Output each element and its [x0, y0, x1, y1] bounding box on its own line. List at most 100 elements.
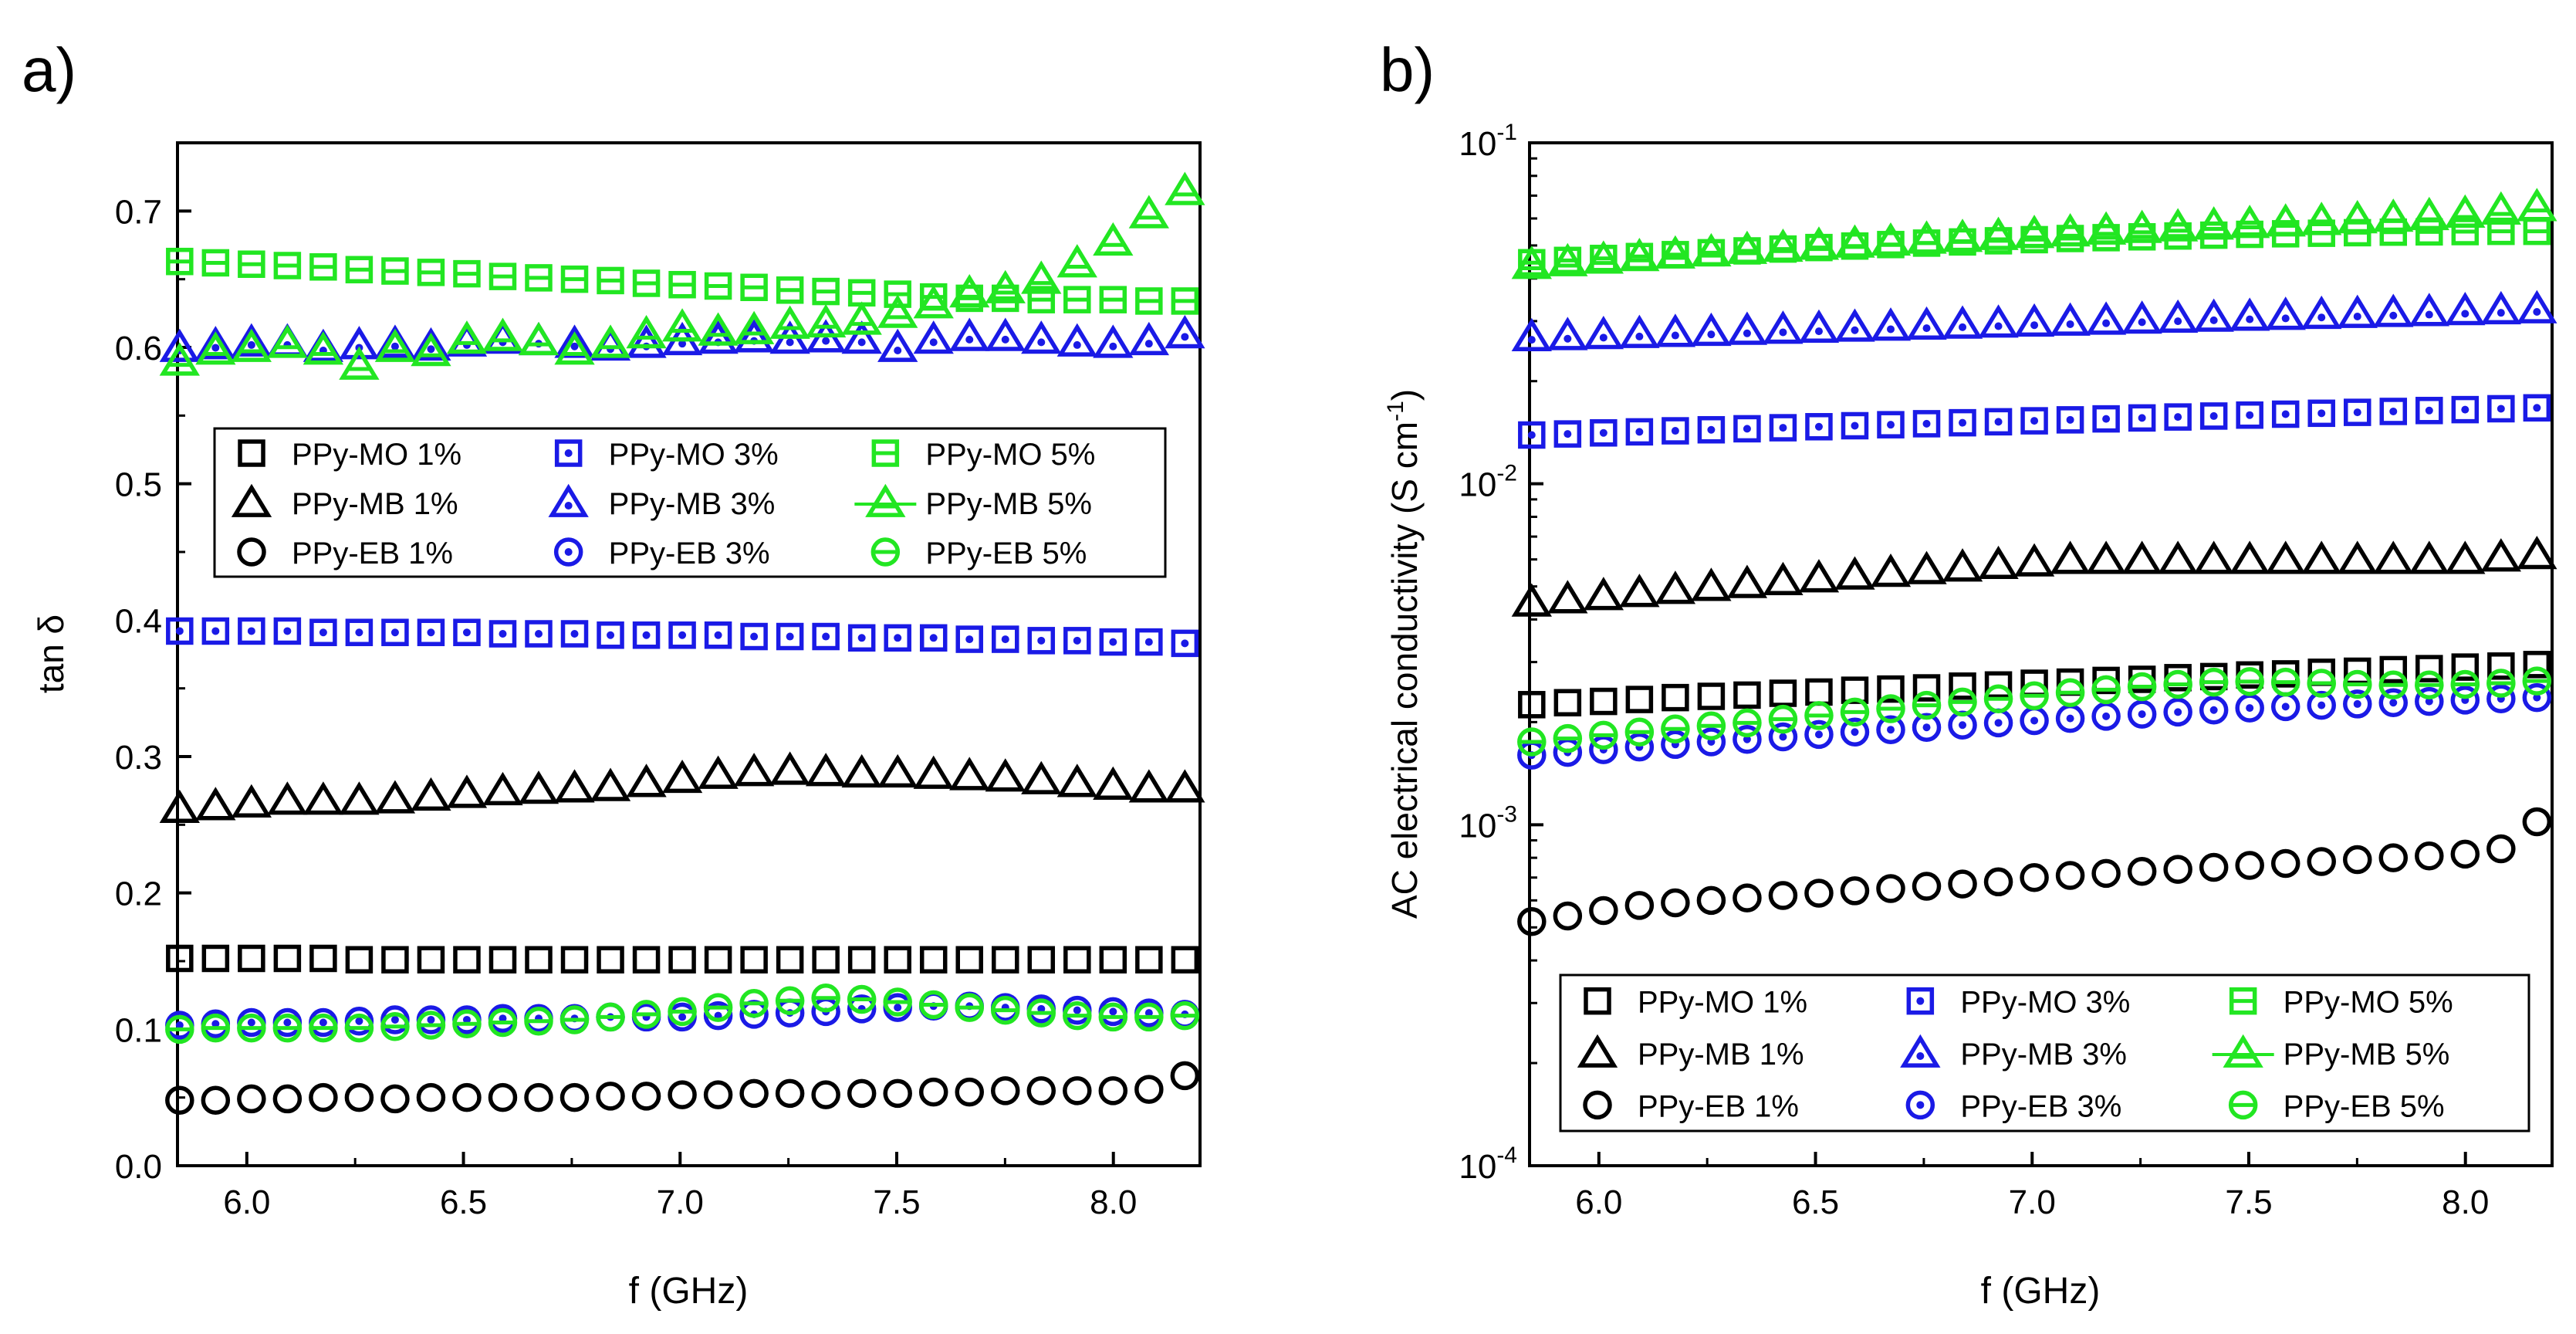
data-point	[2307, 690, 2336, 720]
data-point	[992, 625, 1019, 653]
data-point	[2409, 540, 2449, 574]
data-point	[1912, 674, 1941, 702]
legend-marker	[2223, 1034, 2263, 1068]
data-point	[1171, 287, 1199, 315]
data-point	[201, 617, 230, 645]
data-point	[303, 781, 344, 815]
data-point	[374, 328, 416, 362]
legend-label: PPy-MO 5%	[2284, 986, 2453, 1020]
data-point	[2013, 215, 2055, 249]
data-point	[1906, 550, 1947, 584]
data-point	[482, 771, 523, 806]
data-point	[238, 250, 265, 278]
data-point	[1840, 717, 1870, 747]
legend-marker	[237, 537, 266, 567]
data-point	[201, 944, 230, 973]
data-point	[1870, 222, 1912, 256]
data-point	[2523, 394, 2551, 422]
data-point	[2020, 407, 2048, 435]
data-point	[166, 944, 194, 973]
data-point	[1912, 410, 1941, 438]
data-point	[303, 331, 344, 365]
data-point	[2229, 205, 2270, 239]
data-point	[739, 1078, 769, 1109]
data-point	[1798, 226, 1840, 260]
data-point	[231, 784, 272, 818]
data-point	[1590, 419, 1618, 447]
data-point	[776, 622, 804, 651]
data-point	[668, 1080, 697, 1109]
data-point	[1733, 415, 1761, 443]
data-point	[985, 269, 1026, 303]
legend-label: PPy-MO 5%	[925, 438, 1095, 472]
data-point	[2056, 406, 2084, 434]
data-point	[1063, 286, 1091, 313]
data-point	[2020, 681, 2049, 710]
data-point	[166, 247, 194, 276]
data-point	[1798, 559, 1840, 593]
data-point	[913, 755, 954, 789]
data-point	[1948, 869, 1977, 899]
data-point	[1841, 411, 1869, 440]
data-point	[201, 249, 230, 277]
plot-frame	[1528, 141, 2554, 1167]
series-ppy-eb-5-	[165, 983, 1200, 1045]
data-point	[1135, 628, 1163, 656]
data-point	[919, 624, 948, 652]
data-point	[2451, 653, 2480, 681]
data-point	[2445, 540, 2486, 574]
data-point	[1026, 1076, 1056, 1105]
data-point	[554, 769, 595, 803]
data-point	[381, 257, 409, 285]
series-layer	[159, 171, 1205, 1115]
data-point	[452, 1082, 482, 1112]
data-point	[847, 984, 877, 1014]
data-point	[632, 269, 661, 297]
data-point	[201, 1013, 231, 1043]
data-point	[2270, 667, 2300, 697]
panel-b: b) 6.0 6.5 7.0 7.5 8.0 10-4 10-3 10-2 10-1 PPy-M…	[1380, 36, 2557, 1312]
data-point	[195, 326, 236, 360]
data-point	[1912, 690, 1942, 720]
data-point	[884, 280, 911, 308]
data-point	[632, 621, 661, 649]
data-point	[1834, 224, 1875, 258]
data-point	[2229, 297, 2270, 331]
data-point	[2092, 405, 2120, 433]
data-point	[411, 327, 451, 361]
y-tick-label: 0.3	[115, 739, 162, 777]
data-point	[2199, 402, 2228, 430]
data-point	[1170, 1000, 1200, 1031]
data-point	[590, 324, 631, 358]
data-point	[453, 259, 481, 288]
data-point	[2157, 208, 2199, 242]
data-point	[2235, 667, 2264, 696]
data-point	[596, 1002, 625, 1032]
data-point	[2486, 834, 2516, 864]
panel-a: a) 6.0 6.5 7.0 7.5 8.0 0.0 0.1 0.2 0.3 0.4 0.5 0.6 0…	[22, 36, 1205, 1312]
series-ppy-mo-3-	[1518, 394, 2551, 449]
data-point	[416, 1082, 446, 1112]
data-point	[1583, 316, 1624, 350]
legend-marker	[553, 537, 583, 567]
y-tick-label: 0.0	[115, 1148, 162, 1186]
data-point	[2343, 689, 2372, 719]
data-point	[1949, 672, 1976, 700]
data-point	[1726, 230, 1768, 264]
data-point	[740, 273, 768, 302]
data-point	[1691, 232, 1732, 267]
data-point	[554, 331, 595, 365]
data-point	[698, 312, 739, 346]
data-point	[1093, 766, 1134, 800]
data-point	[2050, 302, 2091, 336]
data-point	[1590, 687, 1618, 716]
data-point	[733, 310, 775, 344]
data-point	[1517, 727, 1547, 757]
data-point	[1547, 317, 1588, 350]
data-point	[2445, 292, 2486, 326]
data-point	[381, 618, 409, 646]
data-point	[877, 294, 918, 328]
data-point	[740, 622, 768, 651]
data-point	[1518, 421, 1546, 449]
legend-label: PPy-EB 1%	[1638, 1089, 1799, 1123]
